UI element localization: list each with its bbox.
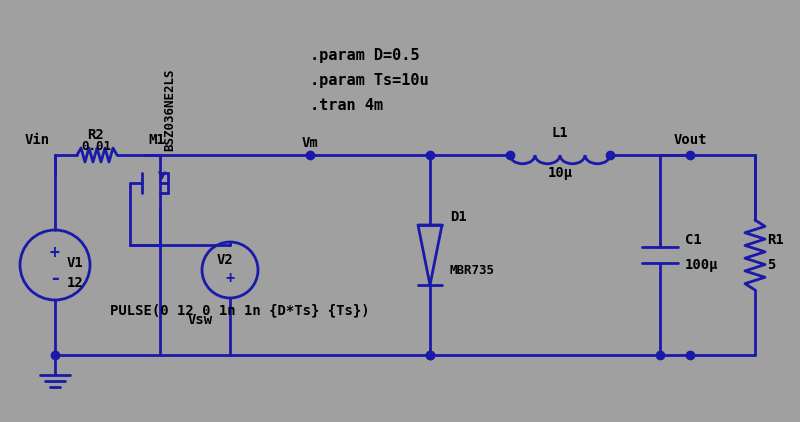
Text: .param Ts=10u: .param Ts=10u [310, 73, 429, 87]
Text: C1: C1 [685, 233, 702, 247]
Text: V2: V2 [217, 253, 234, 267]
Text: Vm: Vm [302, 136, 318, 150]
Text: -: - [49, 270, 61, 289]
Text: V1: V1 [67, 256, 84, 270]
Text: MBR735: MBR735 [450, 263, 495, 276]
Text: 5: 5 [767, 258, 775, 272]
Text: 10μ: 10μ [547, 166, 573, 180]
Text: Vsw: Vsw [187, 313, 213, 327]
Text: Vin: Vin [25, 133, 50, 147]
Text: L1: L1 [552, 126, 568, 140]
Text: 0.01: 0.01 [81, 141, 111, 154]
Text: 100μ: 100μ [685, 258, 718, 272]
Text: 12: 12 [67, 276, 84, 290]
Text: D1: D1 [450, 210, 466, 224]
Text: +: + [226, 271, 234, 286]
Text: R2: R2 [88, 128, 104, 142]
Text: PULSE(0 12 0 1n 1n {D*Ts} {Ts}): PULSE(0 12 0 1n 1n {D*Ts} {Ts}) [110, 303, 370, 317]
Text: +: + [50, 244, 60, 262]
Text: Vout: Vout [674, 133, 706, 147]
Text: BSZ036NE2LS: BSZ036NE2LS [163, 69, 177, 151]
Text: .tran 4m: .tran 4m [310, 97, 383, 113]
Text: M1: M1 [148, 133, 165, 147]
Text: .param D=0.5: .param D=0.5 [310, 48, 419, 62]
Text: R1: R1 [767, 233, 784, 247]
